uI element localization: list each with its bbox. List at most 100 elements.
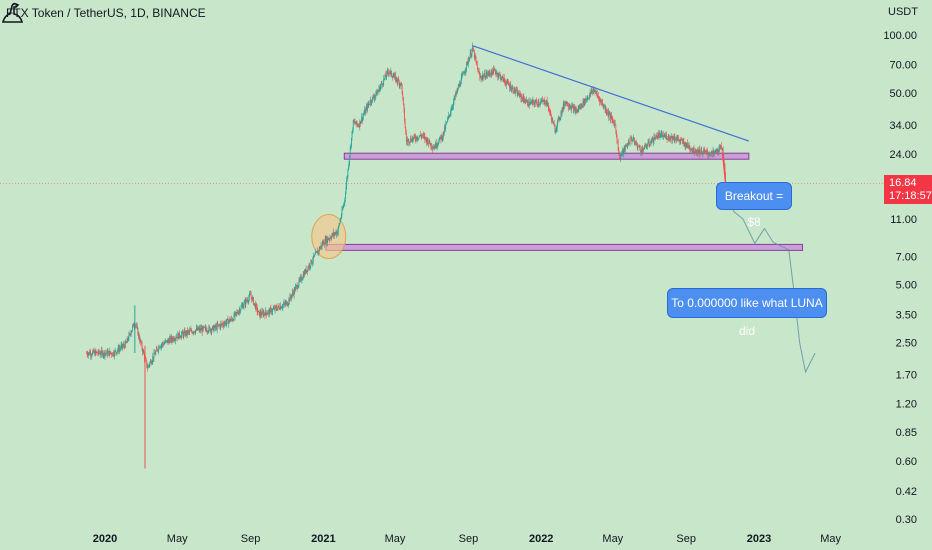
- candle-body: [518, 92, 519, 96]
- candle-body: [455, 93, 457, 95]
- candle-body: [626, 145, 627, 147]
- candle-body: [670, 136, 672, 138]
- candle-body: [517, 92, 519, 96]
- candle-body: [161, 344, 163, 346]
- y-tick-label: 5.00: [896, 280, 917, 292]
- candle-body: [240, 306, 242, 310]
- candle-body: [532, 100, 534, 104]
- candle-body: [162, 343, 164, 344]
- candle-body: [451, 107, 453, 109]
- candle-body: [137, 327, 139, 336]
- candle-body: [612, 118, 614, 121]
- candle-body: [500, 78, 502, 80]
- candle-body: [448, 114, 450, 116]
- candle-body: [364, 110, 366, 114]
- candle-body: [578, 107, 580, 109]
- candle-body: [495, 72, 497, 75]
- candle-body: [274, 307, 275, 310]
- candle-body: [510, 84, 512, 91]
- candle-body: [607, 111, 609, 114]
- candle-body: [496, 72, 498, 74]
- candle-body: [655, 134, 657, 136]
- candle-body: [92, 352, 93, 355]
- candle-body: [228, 321, 229, 325]
- candle-body: [321, 243, 323, 247]
- candle-body: [433, 147, 435, 149]
- candle-body: [463, 72, 465, 74]
- candle-body: [590, 90, 592, 94]
- candle-body: [625, 145, 627, 147]
- candle-body: [113, 355, 115, 357]
- candle-body: [428, 143, 429, 145]
- candle-body: [225, 322, 227, 325]
- candle-body: [426, 139, 428, 143]
- candle-body: [214, 325, 216, 328]
- candle-body: [581, 103, 583, 107]
- x-tick-label: May: [167, 533, 188, 545]
- candle-body: [548, 107, 550, 112]
- candle-body: [561, 108, 563, 115]
- candle-body: [705, 150, 707, 152]
- candle-body: [177, 333, 179, 339]
- candle-body: [226, 318, 228, 320]
- luna-annotation[interactable]: To 0.000000 like what LUNA did: [667, 288, 827, 338]
- candle-body: [253, 298, 254, 305]
- candle-body: [574, 107, 576, 108]
- candle-body: [106, 350, 108, 354]
- candle-body: [274, 306, 276, 310]
- candle-body: [587, 97, 589, 99]
- candle-body: [286, 301, 288, 306]
- candle-body: [709, 153, 711, 155]
- candle-body: [556, 127, 558, 129]
- candle-body: [339, 223, 340, 225]
- candle-body: [694, 151, 696, 154]
- candle-body: [281, 307, 283, 309]
- candle-body: [589, 94, 590, 98]
- candle-body: [661, 133, 663, 135]
- candle-body: [188, 330, 189, 332]
- candle-body: [316, 251, 318, 253]
- candle-body: [354, 121, 355, 123]
- current-price-value: 16.84: [889, 177, 917, 189]
- candle-body: [583, 98, 585, 105]
- candle-body: [333, 232, 335, 235]
- candle-body: [125, 341, 127, 344]
- candle-body: [355, 123, 357, 125]
- candle-body: [255, 304, 257, 309]
- candle-body: [200, 328, 202, 331]
- candle-body: [169, 339, 170, 344]
- candle-body: [422, 134, 424, 136]
- candle-body: [513, 88, 515, 93]
- candle-body: [389, 71, 391, 73]
- candle-body: [183, 330, 185, 333]
- candle-body: [279, 308, 281, 310]
- candle-body: [156, 348, 158, 350]
- candle-body: [307, 267, 309, 272]
- candle-body: [124, 341, 126, 348]
- candle-body: [388, 72, 389, 74]
- breakout-annotation[interactable]: Breakout = $8: [716, 182, 792, 229]
- candle-body: [217, 324, 219, 326]
- candle-body: [444, 126, 445, 133]
- candle-body: [644, 144, 645, 150]
- candle-body: [574, 107, 576, 112]
- candle-body: [317, 251, 318, 254]
- candle-body: [598, 97, 600, 99]
- candle-body: [585, 98, 587, 101]
- tradingview-logo-icon[interactable]: [0, 0, 26, 26]
- candle-body: [254, 303, 256, 305]
- y-tick-label: 0.42: [896, 486, 917, 498]
- candle-body: [381, 83, 383, 84]
- candle-body: [696, 150, 698, 153]
- candle-body: [269, 309, 271, 314]
- candle-body: [630, 137, 632, 139]
- candle-body: [563, 103, 565, 107]
- candle-body: [622, 149, 624, 154]
- candle-body: [337, 231, 339, 234]
- candle-body: [220, 323, 222, 325]
- candle-body: [571, 105, 573, 107]
- candle-body: [399, 83, 401, 86]
- candle-body: [268, 309, 270, 311]
